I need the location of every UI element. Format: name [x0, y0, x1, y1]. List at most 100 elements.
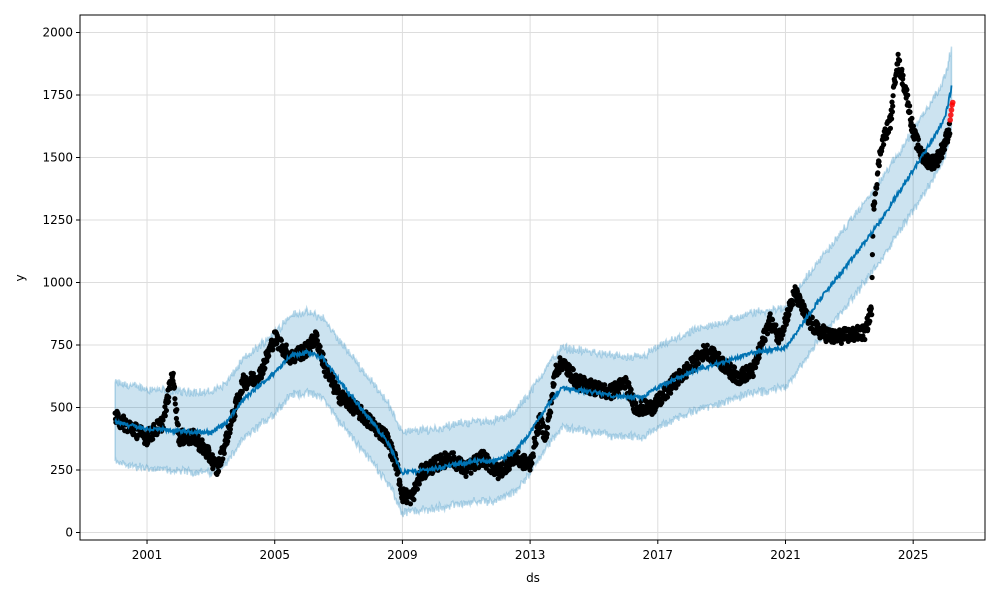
observed-point [262, 365, 268, 371]
observed-point [522, 452, 528, 459]
observed-point [167, 385, 173, 391]
observed-point [172, 396, 178, 402]
observed-point [910, 123, 917, 129]
observed-point [407, 501, 414, 507]
observed-point [468, 470, 474, 476]
observed-point [935, 163, 941, 169]
observed-point [872, 190, 879, 196]
grid [80, 15, 985, 540]
observed-point [909, 115, 915, 121]
observed-point [890, 103, 896, 109]
observed-point [396, 469, 402, 475]
observed-point [171, 384, 178, 390]
observed-point [530, 453, 537, 459]
observed-point [675, 381, 681, 387]
observed-point [947, 131, 953, 137]
observed-point [335, 386, 341, 392]
observed-point [450, 450, 456, 456]
observed-point [535, 430, 542, 436]
observed-point [900, 72, 906, 78]
observed-point [173, 415, 179, 422]
observed-point [163, 407, 169, 414]
observed-point [175, 422, 181, 428]
forecast-point [949, 99, 956, 106]
observed-point [907, 103, 913, 109]
observed-point [463, 473, 469, 479]
observed-point [762, 337, 768, 344]
observed-point [769, 317, 776, 323]
observed-point [203, 454, 209, 460]
x-tick-label: 2013 [515, 548, 546, 562]
x-axis-label: ds [526, 571, 540, 585]
observed-point [939, 155, 945, 161]
observed-point [809, 314, 815, 320]
observed-point [862, 336, 868, 343]
observed-point [170, 370, 176, 376]
observed-point [172, 401, 178, 407]
observed-point [889, 116, 895, 122]
observed-point [773, 322, 779, 328]
observed-point [941, 147, 948, 153]
observed-point [225, 434, 232, 440]
observed-point [570, 367, 576, 373]
observed-point [270, 346, 276, 352]
observed-point [897, 57, 903, 64]
observed-point [314, 338, 320, 344]
observed-point [785, 317, 791, 323]
x-tick-label: 2021 [770, 548, 801, 562]
observed-point [764, 331, 771, 337]
y-tick-label: 1750 [42, 88, 73, 102]
observed-point [881, 142, 887, 148]
observed-point [767, 311, 773, 317]
observed-point [150, 436, 156, 442]
y-tick-label: 1500 [42, 151, 73, 165]
observed-point [704, 342, 710, 348]
observed-point [868, 305, 874, 312]
observed-point [317, 343, 323, 350]
observed-point [884, 135, 890, 141]
observed-point [266, 353, 272, 359]
observed-point [314, 332, 320, 338]
observed-point [174, 407, 180, 413]
observed-point [283, 342, 289, 348]
observed-point [416, 481, 422, 487]
y-tick-label: 1250 [42, 213, 73, 227]
observed-point [780, 332, 786, 338]
observed-point [889, 109, 896, 115]
observed-point [227, 426, 233, 432]
observed-point [889, 99, 895, 105]
observed-point [215, 468, 222, 474]
x-tick-label: 2005 [259, 548, 290, 562]
y-axis-label: y [13, 274, 27, 281]
observed-point [890, 93, 896, 99]
observed-point [874, 182, 880, 188]
observed-point [876, 163, 882, 169]
yhat-line-group [114, 85, 953, 477]
observed-point [515, 449, 521, 455]
observed-point [716, 350, 722, 356]
y-tick-label: 250 [50, 463, 73, 477]
observed-point [892, 79, 899, 85]
y-tick-label: 750 [50, 338, 73, 352]
observed-point [887, 125, 894, 131]
observed-point [790, 301, 796, 307]
observed-point [869, 312, 875, 318]
observed-point [872, 200, 878, 206]
forecast-point [947, 117, 954, 123]
observed-point [278, 337, 284, 343]
observed-point [548, 409, 554, 415]
observed-point [753, 364, 759, 371]
observed-point [750, 373, 756, 379]
observed-point [551, 381, 557, 387]
observed-point [904, 87, 910, 93]
observed-point [815, 321, 821, 327]
observed-point [221, 450, 227, 456]
observed-point [332, 379, 338, 385]
observed-point [838, 340, 845, 346]
y-tick-label: 500 [50, 401, 73, 415]
observed-point [545, 424, 551, 431]
observed-point [874, 185, 880, 191]
x-tick-label: 2001 [132, 548, 163, 562]
